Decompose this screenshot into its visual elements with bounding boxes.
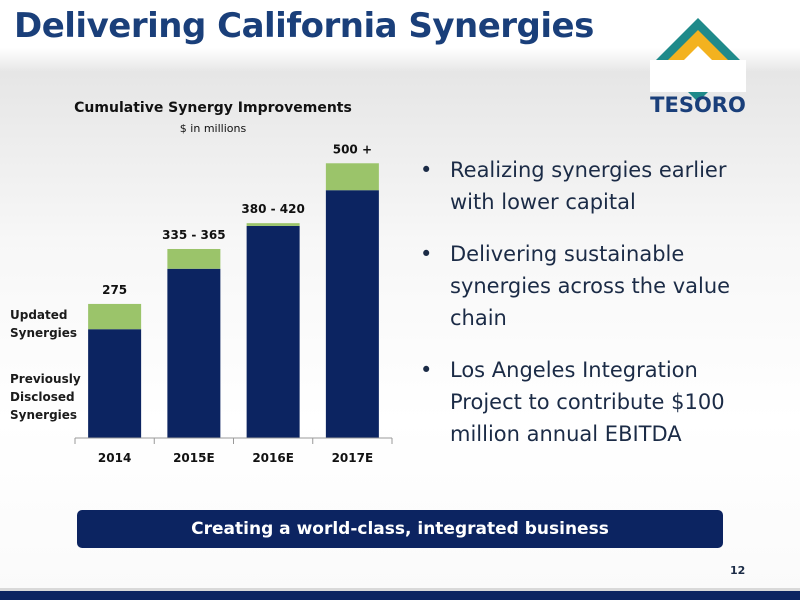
x-tick-label: 2016E xyxy=(252,451,294,465)
x-tick-label: 2017E xyxy=(332,451,374,465)
bullet: Realizing synergies earlier with lower c… xyxy=(420,154,750,218)
bullet-list: Realizing synergies earlier with lower c… xyxy=(420,154,750,470)
bullet: Delivering sustainable synergies across … xyxy=(420,238,750,334)
bar-segment xyxy=(246,225,300,438)
chart-subtitle: $ in millions xyxy=(180,122,247,135)
logo: TESORO xyxy=(650,18,746,117)
bar-segment xyxy=(246,223,300,226)
x-tick-label: 2014 xyxy=(98,451,131,465)
total-label: 380 - 420 xyxy=(241,202,304,216)
total-label: 275 xyxy=(102,283,127,297)
legend-entry: Updated Synergies xyxy=(10,308,78,340)
bar-segment xyxy=(325,190,379,438)
bar-segment xyxy=(88,303,142,330)
legend-entry: Previously Disclosed Synergies xyxy=(10,372,81,422)
bar-segment xyxy=(325,163,379,191)
slide-title: Delivering California Synergies xyxy=(14,6,594,46)
footer-stripe xyxy=(0,588,800,600)
x-tick-label: 2015E xyxy=(173,451,215,465)
chart-title: Cumulative Synergy Improvements xyxy=(74,100,352,116)
total-label: 335 - 365 xyxy=(162,228,225,242)
bar-segment xyxy=(88,329,142,438)
logo-text: TESORO xyxy=(650,93,746,117)
page-number: 12 xyxy=(730,564,746,577)
logo-band xyxy=(650,60,746,92)
total-label: 500 + xyxy=(333,142,372,156)
bullet: Los Angeles Integration Project to contr… xyxy=(420,354,750,450)
banner: Creating a world-class, integrated busin… xyxy=(77,510,723,548)
bar-segment xyxy=(167,248,221,269)
bar-segment xyxy=(167,268,221,438)
